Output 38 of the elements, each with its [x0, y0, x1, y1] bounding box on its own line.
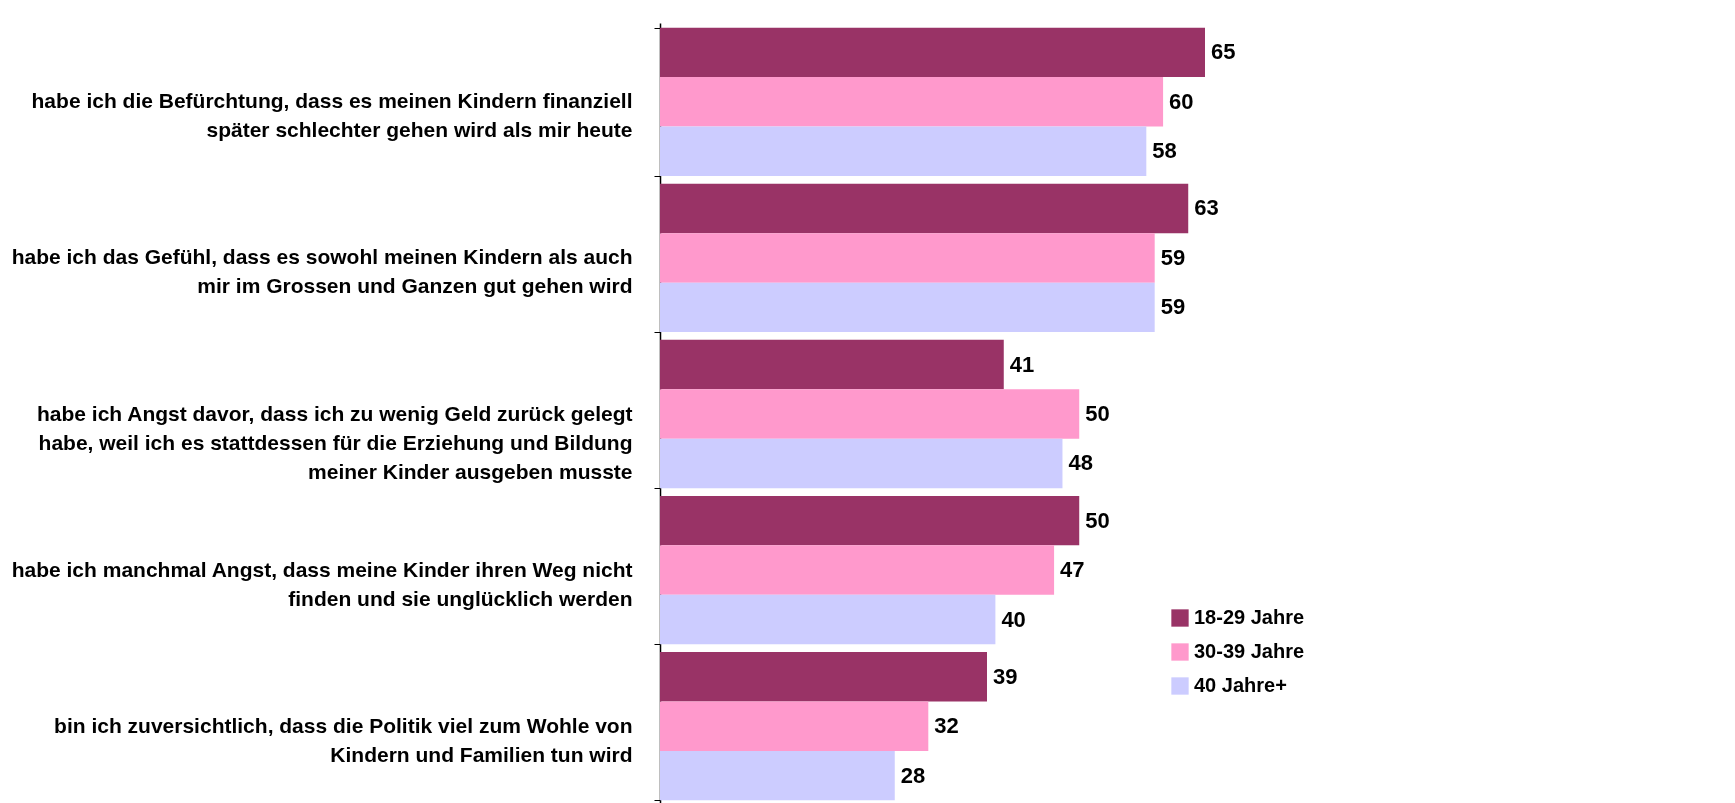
data-label: 63 [1194, 195, 1219, 221]
y-tick-label: bin ich zuversichtlich, dass die Politik viel zum Wohle von Kindern und Familien tun wird [54, 713, 633, 766]
bar [660, 389, 1080, 439]
data-label: 50 [1085, 507, 1110, 533]
data-label: 40 [1001, 606, 1026, 632]
data-label: 28 [900, 762, 926, 788]
legend-label: 18-29 Jahre [1194, 606, 1305, 628]
legend-label: 40 Jahre+ [1194, 674, 1287, 696]
data-label: 48 [1068, 450, 1093, 476]
data-label: 60 [1169, 88, 1194, 114]
bar [660, 438, 1063, 489]
y-tick-label: habe ich Angst davor, dass ich zu wenig Geld zurück gelegt habe, weil ich es stattdessen für die Erziehung und Bildung meiner Kinder ausgeben musste [36, 401, 633, 483]
y-tick-label: habe ich das Gefühl, dass es sowohl meinen Kindern als auch mir im Grossen und Ganzen gut gehen wird [11, 245, 633, 298]
bar [660, 495, 1080, 546]
bar [660, 339, 1004, 390]
data-label: 59 [1160, 244, 1186, 270]
bar [660, 233, 1155, 283]
bar [660, 183, 1189, 234]
data-label: 39 [993, 663, 1018, 689]
data-label: 47 [1060, 557, 1085, 583]
bar [660, 77, 1164, 127]
bar [660, 652, 987, 702]
bar [660, 545, 1055, 595]
bar [660, 126, 1147, 176]
bar [660, 594, 996, 645]
bar [660, 27, 1205, 78]
bar [660, 701, 929, 751]
data-label: 59 [1160, 294, 1186, 320]
data-label: 32 [934, 713, 959, 739]
data-label: 65 [1211, 39, 1236, 65]
bar [660, 282, 1155, 333]
data-label: 50 [1085, 401, 1110, 426]
legend-label: 30-39 Jahre [1194, 640, 1305, 662]
data-label: 41 [1009, 351, 1035, 377]
y-tick-label: habe ich manchmal Angst, dass meine Kinder ihren Weg nicht finden und sie unglücklich werden [11, 557, 633, 610]
bar [660, 750, 895, 801]
y-tick-label: habe ich die Befürchtung, dass es meinen Kindern finanziell später schlechter gehen wird als mir heute [31, 89, 633, 142]
data-label: 58 [1152, 138, 1177, 164]
